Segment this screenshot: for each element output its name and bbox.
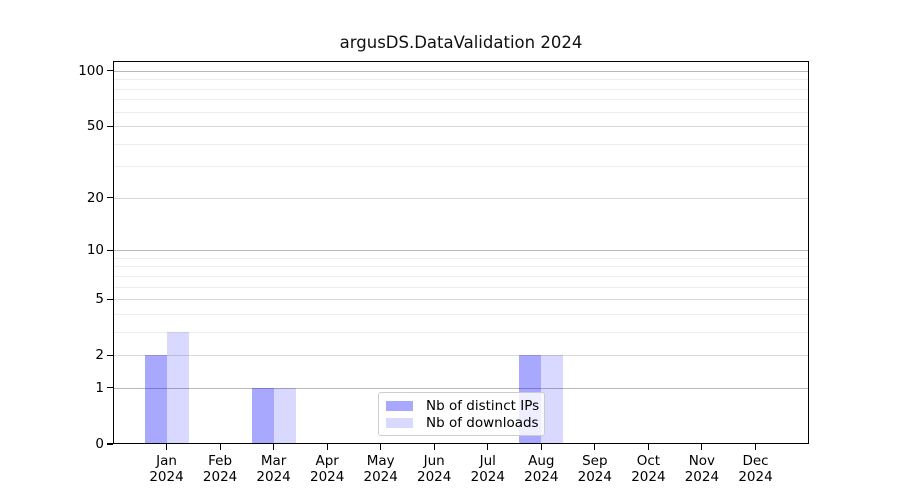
gridline-2 xyxy=(114,355,808,357)
legend-swatch-distinct-ips-icon xyxy=(386,400,413,412)
y-tick-label-5: 5 xyxy=(95,291,104,308)
legend-label-downloads: Nb of downloads xyxy=(426,415,539,431)
x-tick-nov xyxy=(701,444,703,450)
legend-row-distinct-ips: Nb of distinct IPs xyxy=(386,398,540,414)
x-tick-apr xyxy=(326,444,328,450)
gridline-minor-8 xyxy=(114,266,808,268)
gridline-5 xyxy=(114,299,808,301)
gridline-minor-4 xyxy=(114,313,808,315)
legend-label-distinct-ips: Nb of distinct IPs xyxy=(426,398,540,414)
bar-downloads-jan xyxy=(166,331,189,444)
gridline-20 xyxy=(114,197,808,199)
gridline-minor-7 xyxy=(114,275,808,277)
gridline-minor-90 xyxy=(114,79,808,81)
chart-title: argusDS.DataValidation 2024 xyxy=(339,33,583,52)
y-tick-label-1: 1 xyxy=(95,379,104,396)
x-tick-mar xyxy=(273,444,275,450)
gridline-minor-6 xyxy=(114,286,808,288)
x-tick-label-nov: Nov 2024 xyxy=(684,453,720,485)
x-tick-label-dec: Dec 2024 xyxy=(738,453,773,485)
x-tick-label-oct: Oct 2024 xyxy=(631,453,666,485)
gridline-50 xyxy=(114,126,808,128)
x-tick-label-feb: Feb 2024 xyxy=(202,453,238,485)
y-tick-2 xyxy=(107,354,113,356)
x-tick-label-jan: Jan 2024 xyxy=(149,453,184,485)
x-tick-jan xyxy=(165,444,168,450)
x-tick-label-jun: Jun 2024 xyxy=(417,453,452,485)
x-tick-label-jul: Jul 2024 xyxy=(470,453,505,485)
legend-swatch-downloads-icon xyxy=(386,417,413,429)
y-tick-label-0: 0 xyxy=(95,436,104,452)
y-tick-100 xyxy=(107,70,113,72)
legend: Nb of distinct IPs Nb of downloads xyxy=(378,392,545,436)
x-tick-sep xyxy=(594,444,596,450)
x-tick-label-mar: Mar 2024 xyxy=(256,453,291,485)
gridline-minor-60 xyxy=(114,111,808,113)
y-tick-label-50: 50 xyxy=(86,118,104,135)
bar-distinct-ips-mar xyxy=(251,387,274,444)
gridline-minor-30 xyxy=(114,166,808,168)
y-tick-label-100: 100 xyxy=(78,62,104,79)
y-tick-label-20: 20 xyxy=(86,189,104,206)
y-tick-1 xyxy=(107,387,113,389)
y-tick-0 xyxy=(107,443,113,445)
gridline-minor-40 xyxy=(114,143,808,145)
y-tick-label-2: 2 xyxy=(95,347,104,364)
x-tick-label-aug: Aug 2024 xyxy=(524,453,559,485)
x-tick-may xyxy=(380,444,382,450)
x-tick-aug xyxy=(540,444,542,450)
y-tick-20 xyxy=(107,197,113,199)
x-tick-feb xyxy=(219,444,221,450)
x-tick-jun xyxy=(433,444,435,450)
gridline-minor-9 xyxy=(114,257,808,259)
x-tick-dec xyxy=(754,444,757,450)
x-tick-label-apr: Apr 2024 xyxy=(310,453,345,485)
y-tick-5 xyxy=(107,298,113,300)
y-tick-10 xyxy=(107,249,113,251)
x-tick-jul xyxy=(487,444,489,450)
legend-row-downloads: Nb of downloads xyxy=(386,415,539,431)
gridline-major-10 xyxy=(114,250,808,252)
gridline-minor-3 xyxy=(114,331,808,333)
y-tick-label-10: 10 xyxy=(86,242,104,259)
gridline-minor-80 xyxy=(114,88,808,90)
x-tick-label-may: May 2024 xyxy=(363,453,398,485)
gridline-minor-70 xyxy=(114,99,808,101)
gridline-major-100 xyxy=(114,70,808,72)
y-tick-50 xyxy=(107,125,113,127)
bar-downloads-aug xyxy=(541,355,564,444)
x-tick-oct xyxy=(647,444,649,450)
bar-downloads-mar xyxy=(273,387,296,444)
gridline-major-1 xyxy=(114,387,808,389)
bar-distinct-ips-jan xyxy=(144,355,167,444)
x-tick-label-sep: Sep 2024 xyxy=(577,453,612,485)
